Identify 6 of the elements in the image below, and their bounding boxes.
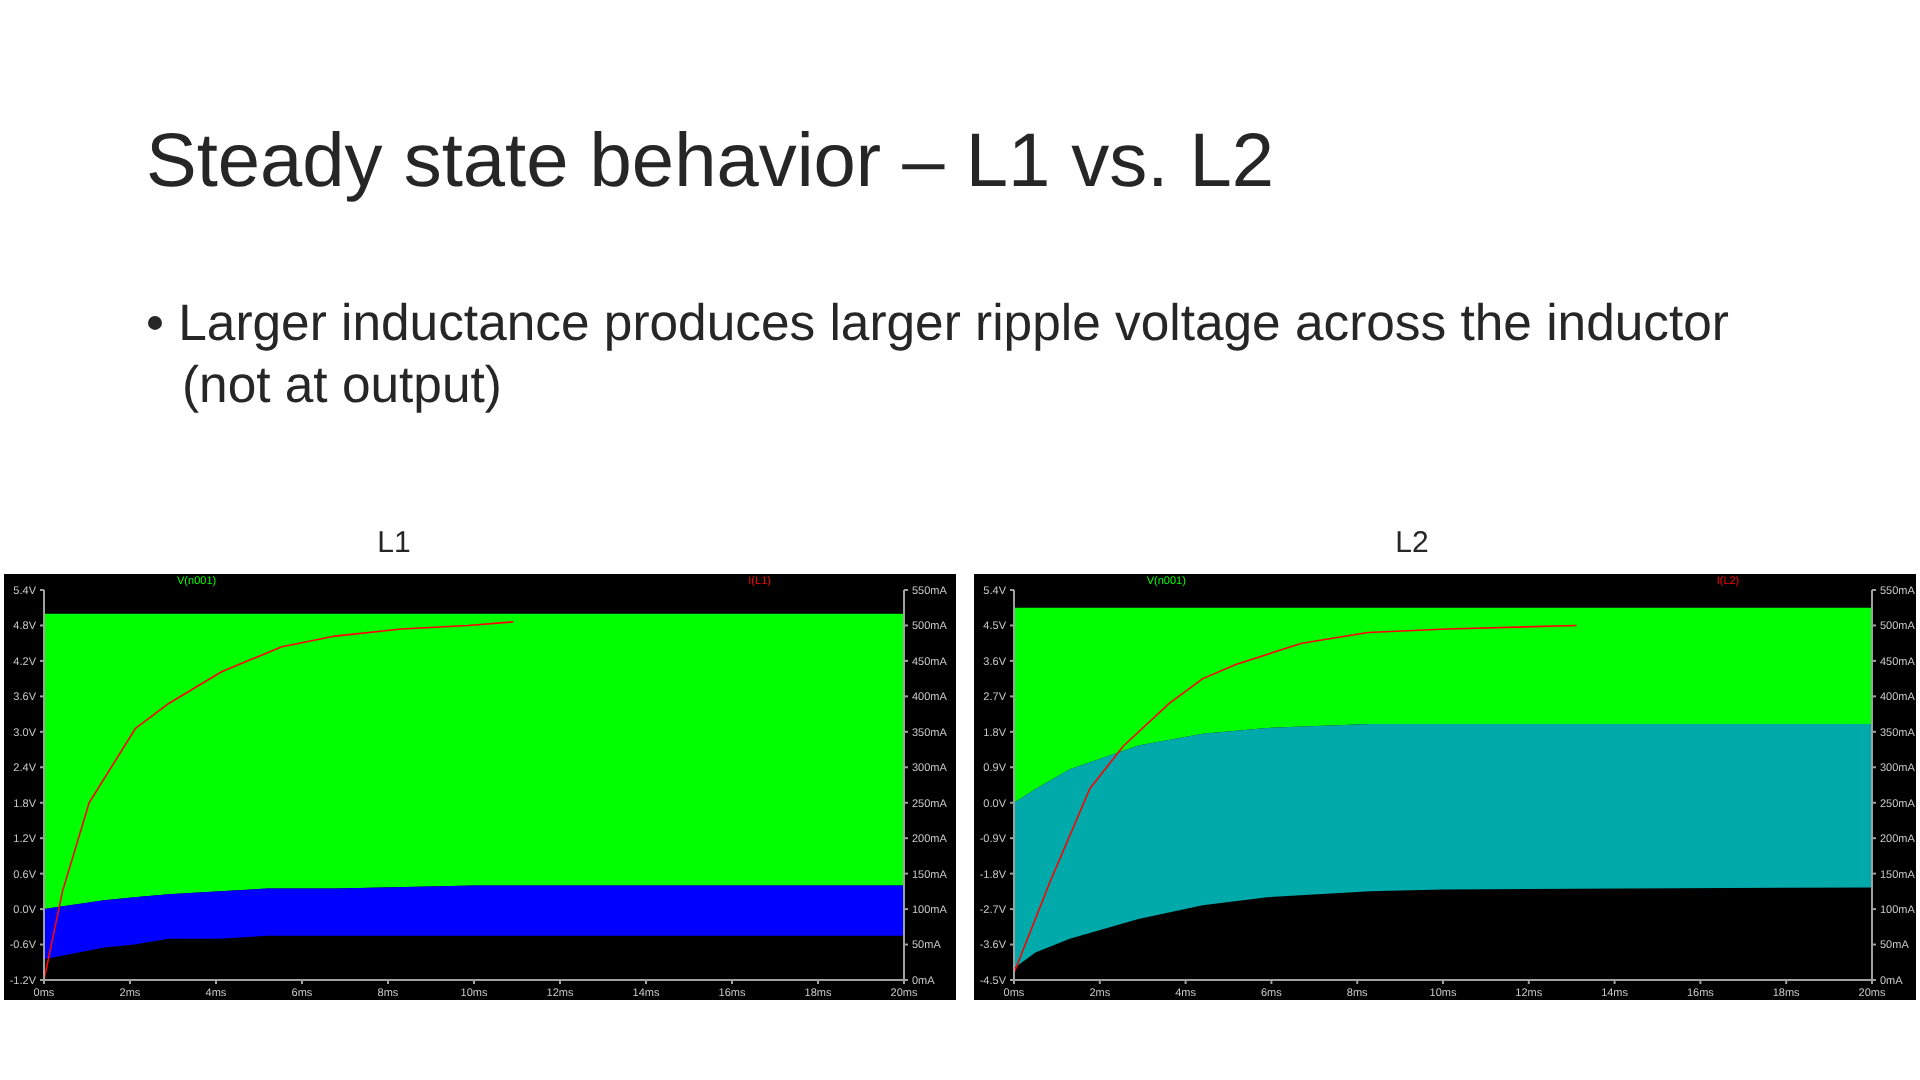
line-series: [1014, 624, 1577, 974]
text: • Larger inductance produces larger ripple voltage across the inductor (not at output): [146, 294, 1731, 418]
chart-title: L1: [377, 524, 411, 564]
chart-title: L2: [1395, 524, 1429, 564]
line-series: [44, 621, 514, 980]
text: Steady state behavior – L1 vs. L2: [146, 120, 1275, 204]
